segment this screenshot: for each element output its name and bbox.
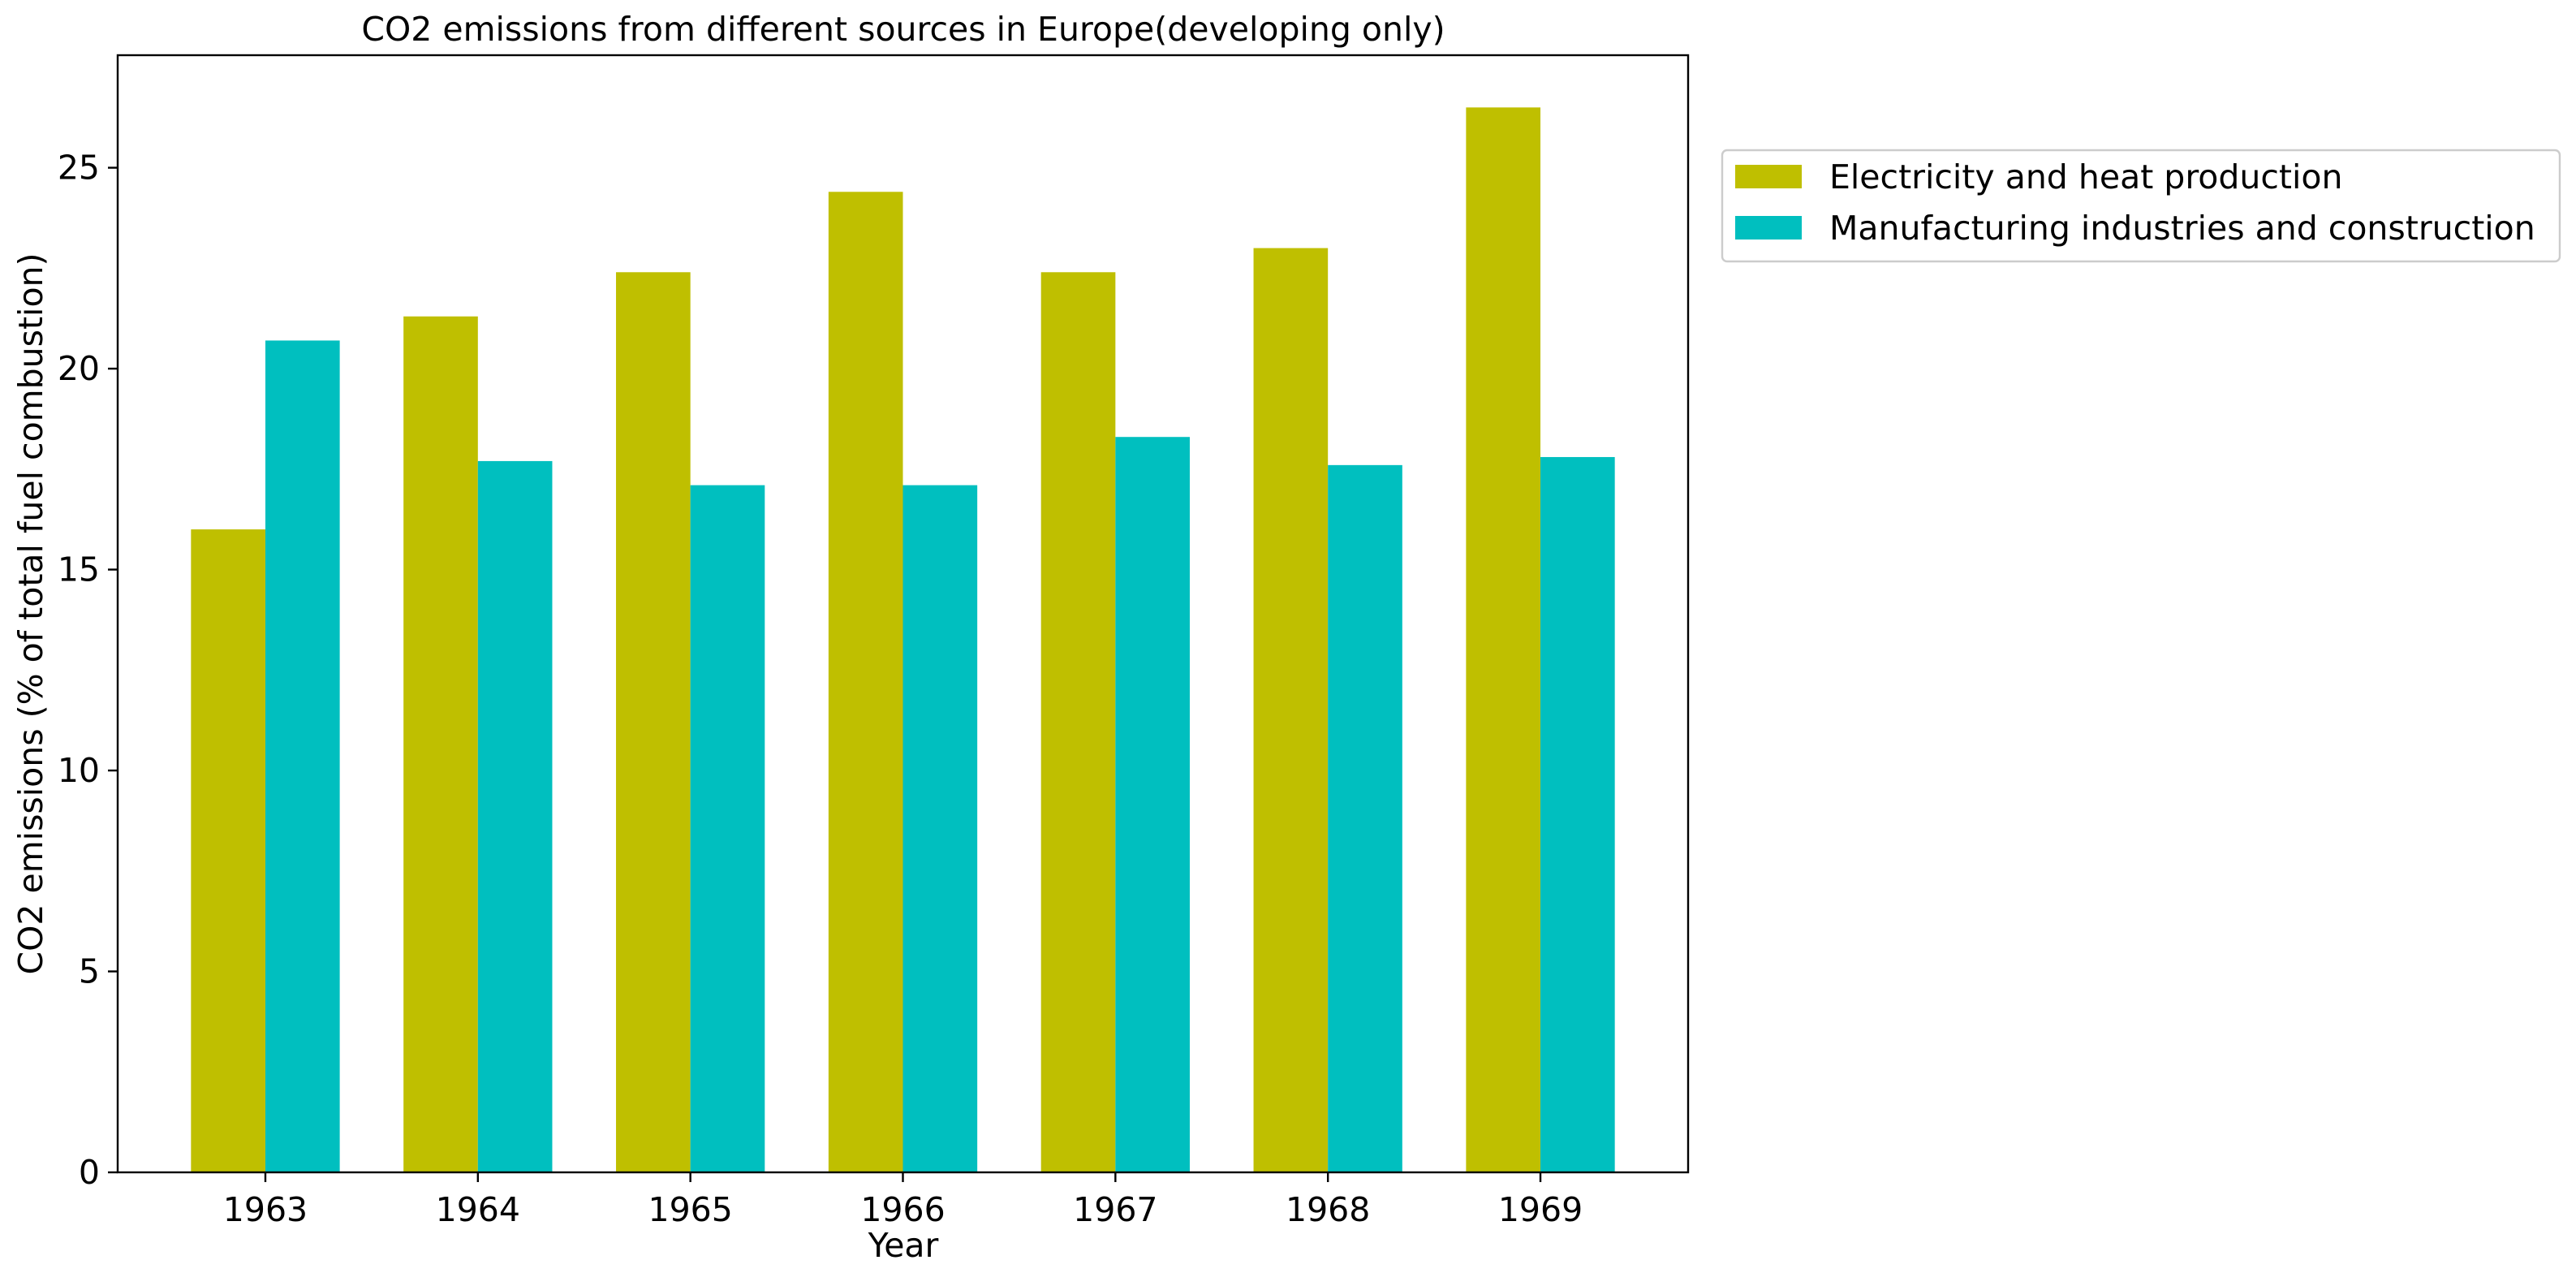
x-tick-label-1963: 1963 [223, 1190, 308, 1229]
bar-manufacturing-1969 [1540, 456, 1615, 1172]
legend-swatch-electricity [1735, 165, 1802, 188]
x-tick-label-1966: 1966 [860, 1190, 945, 1229]
legend-label-manufacturing: Manufacturing industries and constructio… [1829, 209, 2535, 248]
bar-manufacturing-1968 [1328, 464, 1402, 1172]
bar-manufacturing-1965 [690, 485, 765, 1172]
legend-swatch-manufacturing [1735, 216, 1802, 240]
bar-manufacturing-1963 [265, 340, 340, 1173]
y-tick-label-15: 15 [58, 550, 100, 589]
bar-manufacturing-1967 [1115, 437, 1190, 1172]
x-tick-label-1964: 1964 [436, 1190, 520, 1229]
bar-electricity-1967 [1040, 272, 1116, 1173]
bar-electricity-1964 [403, 316, 478, 1173]
bar-manufacturing-1964 [477, 460, 553, 1172]
x-tick-label-1965: 1965 [648, 1190, 732, 1229]
x-tick-label-1969: 1969 [1498, 1190, 1583, 1229]
y-tick-label-25: 25 [58, 149, 100, 188]
chart-title: CO2 emissions from different sources in … [361, 10, 1445, 49]
legend-frame [1721, 149, 2561, 263]
bar-manufacturing-1966 [902, 485, 978, 1172]
x-axis-label: Year [868, 1226, 939, 1265]
y-axis-label: CO2 emissions (% of total fuel combustio… [11, 252, 50, 974]
bar-electricity-1965 [616, 272, 691, 1173]
y-tick-label-0: 0 [79, 1153, 100, 1192]
y-tick-label-20: 20 [58, 349, 100, 388]
y-tick-label-10: 10 [58, 751, 100, 790]
bar-electricity-1968 [1253, 248, 1329, 1172]
plot-area [191, 107, 1615, 1173]
bar-electricity-1969 [1466, 107, 1541, 1172]
y-tick-label-5: 5 [79, 952, 100, 991]
legend: Electricity and heat production Manufact… [1721, 149, 2561, 263]
y-axis: 0 5 10 15 20 25 [58, 149, 118, 1192]
x-tick-label-1967: 1967 [1073, 1190, 1157, 1229]
bar-electricity-1966 [828, 192, 903, 1173]
x-tick-label-1968: 1968 [1286, 1190, 1370, 1229]
plot-frame [116, 54, 1690, 1174]
legend-label-electricity: Electricity and heat production [1829, 158, 2342, 196]
bar-electricity-1963 [191, 529, 265, 1172]
x-axis: 1963 1964 1965 1966 1967 1968 1969 [223, 1172, 1583, 1229]
